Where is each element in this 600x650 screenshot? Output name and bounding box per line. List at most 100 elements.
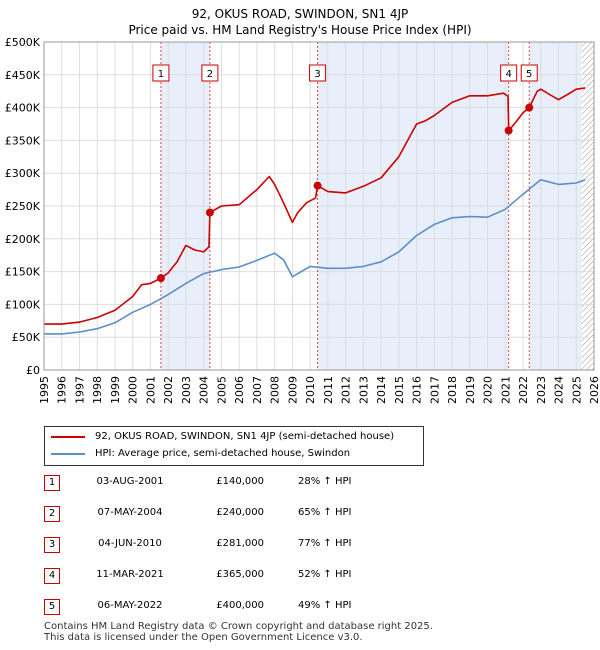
x-tick-label: 2014 <box>375 376 388 404</box>
y-tick-label: £500K <box>5 36 41 49</box>
x-tick-label: 1997 <box>73 376 86 404</box>
sale-hpi-change: 52% ↑ HPI <box>298 569 352 580</box>
sale-number-badge: 3 <box>44 537 60 553</box>
legend-item-property: 92, OKUS ROAD, SWINDON, SN1 4JP (semi-de… <box>45 429 421 445</box>
x-tick-label: 2022 <box>517 376 530 404</box>
x-tick-label: 2000 <box>127 376 140 404</box>
sale-marker-box <box>309 64 327 82</box>
x-tick-label: 1995 <box>38 376 51 404</box>
x-tick-label: 2020 <box>482 376 495 404</box>
sale-row: 2 07-MAY-2004 £240,000 65% ↑ HPI <box>44 503 404 534</box>
legend-label-hpi: HPI: Average price, semi-detached house,… <box>95 448 351 459</box>
sale-hpi-change: 77% ↑ HPI <box>298 538 352 549</box>
footer-line-2: This data is licensed under the Open Gov… <box>44 632 363 643</box>
x-tick-label: 2003 <box>180 376 193 404</box>
sale-date: 04-JUN-2010 <box>98 538 162 549</box>
sale-price: £240,000 <box>216 507 264 518</box>
x-tick-label: 2007 <box>251 376 264 404</box>
sale-price: £400,000 <box>216 600 264 611</box>
sale-price: £140,000 <box>216 476 264 487</box>
sale-row: 5 06-MAY-2022 £400,000 49% ↑ HPI <box>44 596 404 627</box>
sale-marker-label: 1 <box>158 69 164 80</box>
y-tick-label: £50K <box>12 331 41 344</box>
sale-date: 11-MAR-2021 <box>96 569 164 580</box>
sale-marker-box <box>152 64 170 82</box>
sale-number-badge: 1 <box>44 475 60 491</box>
x-tick-label: 2021 <box>499 376 512 404</box>
sale-row: 4 11-MAR-2021 £365,000 52% ↑ HPI <box>44 565 404 596</box>
x-tick-label: 2006 <box>233 376 246 404</box>
sale-number-badge: 5 <box>44 599 60 615</box>
y-tick-label: £0 <box>26 364 40 377</box>
sale-marker-box <box>500 64 518 82</box>
sale-marker-box <box>201 64 219 82</box>
y-tick-label: £350K <box>5 134 41 147</box>
sale-point <box>313 181 322 190</box>
legend-label-property: 92, OKUS ROAD, SWINDON, SN1 4JP (semi-de… <box>95 431 395 442</box>
x-tick-label: 2001 <box>144 376 157 404</box>
sale-number-badge: 2 <box>44 506 60 522</box>
chart-legend: 92, OKUS ROAD, SWINDON, SN1 4JP (semi-de… <box>44 426 424 466</box>
sale-marker-label: 5 <box>526 69 532 80</box>
sale-marker-label: 2 <box>207 69 213 80</box>
sale-point <box>156 274 165 283</box>
sale-date: 06-MAY-2022 <box>97 600 163 611</box>
x-tick-label: 2002 <box>162 376 175 404</box>
x-tick-label: 2019 <box>464 376 477 404</box>
x-tick-label: 2005 <box>215 376 228 404</box>
x-tick-label: 2008 <box>269 376 282 404</box>
sale-row: 1 03-AUG-2001 £140,000 28% ↑ HPI <box>44 472 404 503</box>
x-tick-label: 2026 <box>588 376 600 404</box>
sale-price: £281,000 <box>216 538 264 549</box>
x-tick-label: 2012 <box>340 376 353 404</box>
sale-point <box>504 126 513 135</box>
y-tick-label: £150K <box>5 266 41 279</box>
sale-marker-label: 3 <box>314 69 320 80</box>
sale-number-badge: 4 <box>44 568 60 584</box>
y-tick-label: £450K <box>5 69 41 82</box>
legend-swatch-property <box>51 436 85 438</box>
x-tick-label: 1999 <box>109 376 122 404</box>
footer-attribution: Contains HM Land Registry data © Crown c… <box>44 621 433 643</box>
plot-frame <box>43 41 595 371</box>
x-tick-label: 2025 <box>570 376 583 404</box>
x-tick-label: 2024 <box>553 376 566 404</box>
x-tick-label: 2023 <box>535 376 548 404</box>
sale-price: £365,000 <box>216 569 264 580</box>
x-tick-label: 2017 <box>428 376 441 404</box>
x-tick-label: 2009 <box>286 376 299 404</box>
sale-row: 3 04-JUN-2010 £281,000 77% ↑ HPI <box>44 534 404 565</box>
x-tick-label: 2018 <box>446 376 459 404</box>
sale-hpi-change: 28% ↑ HPI <box>298 476 352 487</box>
x-tick-label: 2013 <box>357 376 370 404</box>
y-tick-label: £400K <box>5 102 41 115</box>
sale-point <box>205 208 214 217</box>
sale-hpi-change: 49% ↑ HPI <box>298 600 352 611</box>
x-tick-label: 1996 <box>56 376 69 404</box>
sale-marker-label: 4 <box>505 69 511 80</box>
legend-swatch-hpi <box>51 453 85 455</box>
sale-date: 03-AUG-2001 <box>96 476 164 487</box>
sale-point <box>525 103 534 112</box>
y-tick-label: £300K <box>5 167 41 180</box>
price-chart: 1 2 3 4 5 £0 £50K £100K £150K £200K £250K £300K £35… <box>5 36 600 404</box>
footer-line-1: Contains HM Land Registry data © Crown c… <box>44 621 433 632</box>
y-tick-label: £100K <box>5 298 41 311</box>
x-tick-label: 1998 <box>91 376 104 404</box>
title-line-2: Price paid vs. HM Land Registry's House … <box>128 23 472 37</box>
sale-date: 07-MAY-2004 <box>97 507 163 518</box>
y-tick-label: £250K <box>5 200 41 213</box>
sale-hpi-change: 65% ↑ HPI <box>298 507 352 518</box>
y-tick-label: £200K <box>5 233 41 246</box>
x-tick-label: 2015 <box>393 376 406 404</box>
x-tick-label: 2010 <box>304 376 317 404</box>
x-tick-label: 2011 <box>322 376 335 404</box>
sale-marker-box <box>520 64 538 82</box>
title-line-1: 92, OKUS ROAD, SWINDON, SN1 4JP <box>191 7 409 21</box>
sales-table: 1 03-AUG-2001 £140,000 28% ↑ HPI 2 07-MA… <box>44 472 404 627</box>
x-tick-label: 2016 <box>411 376 424 404</box>
legend-item-hpi: HPI: Average price, semi-detached house,… <box>45 446 421 462</box>
chart-title: 92, OKUS ROAD, SWINDON, SN1 4JP Price pa… <box>0 6 600 38</box>
hpi-line <box>44 179 586 335</box>
x-tick-label: 2004 <box>198 376 211 404</box>
